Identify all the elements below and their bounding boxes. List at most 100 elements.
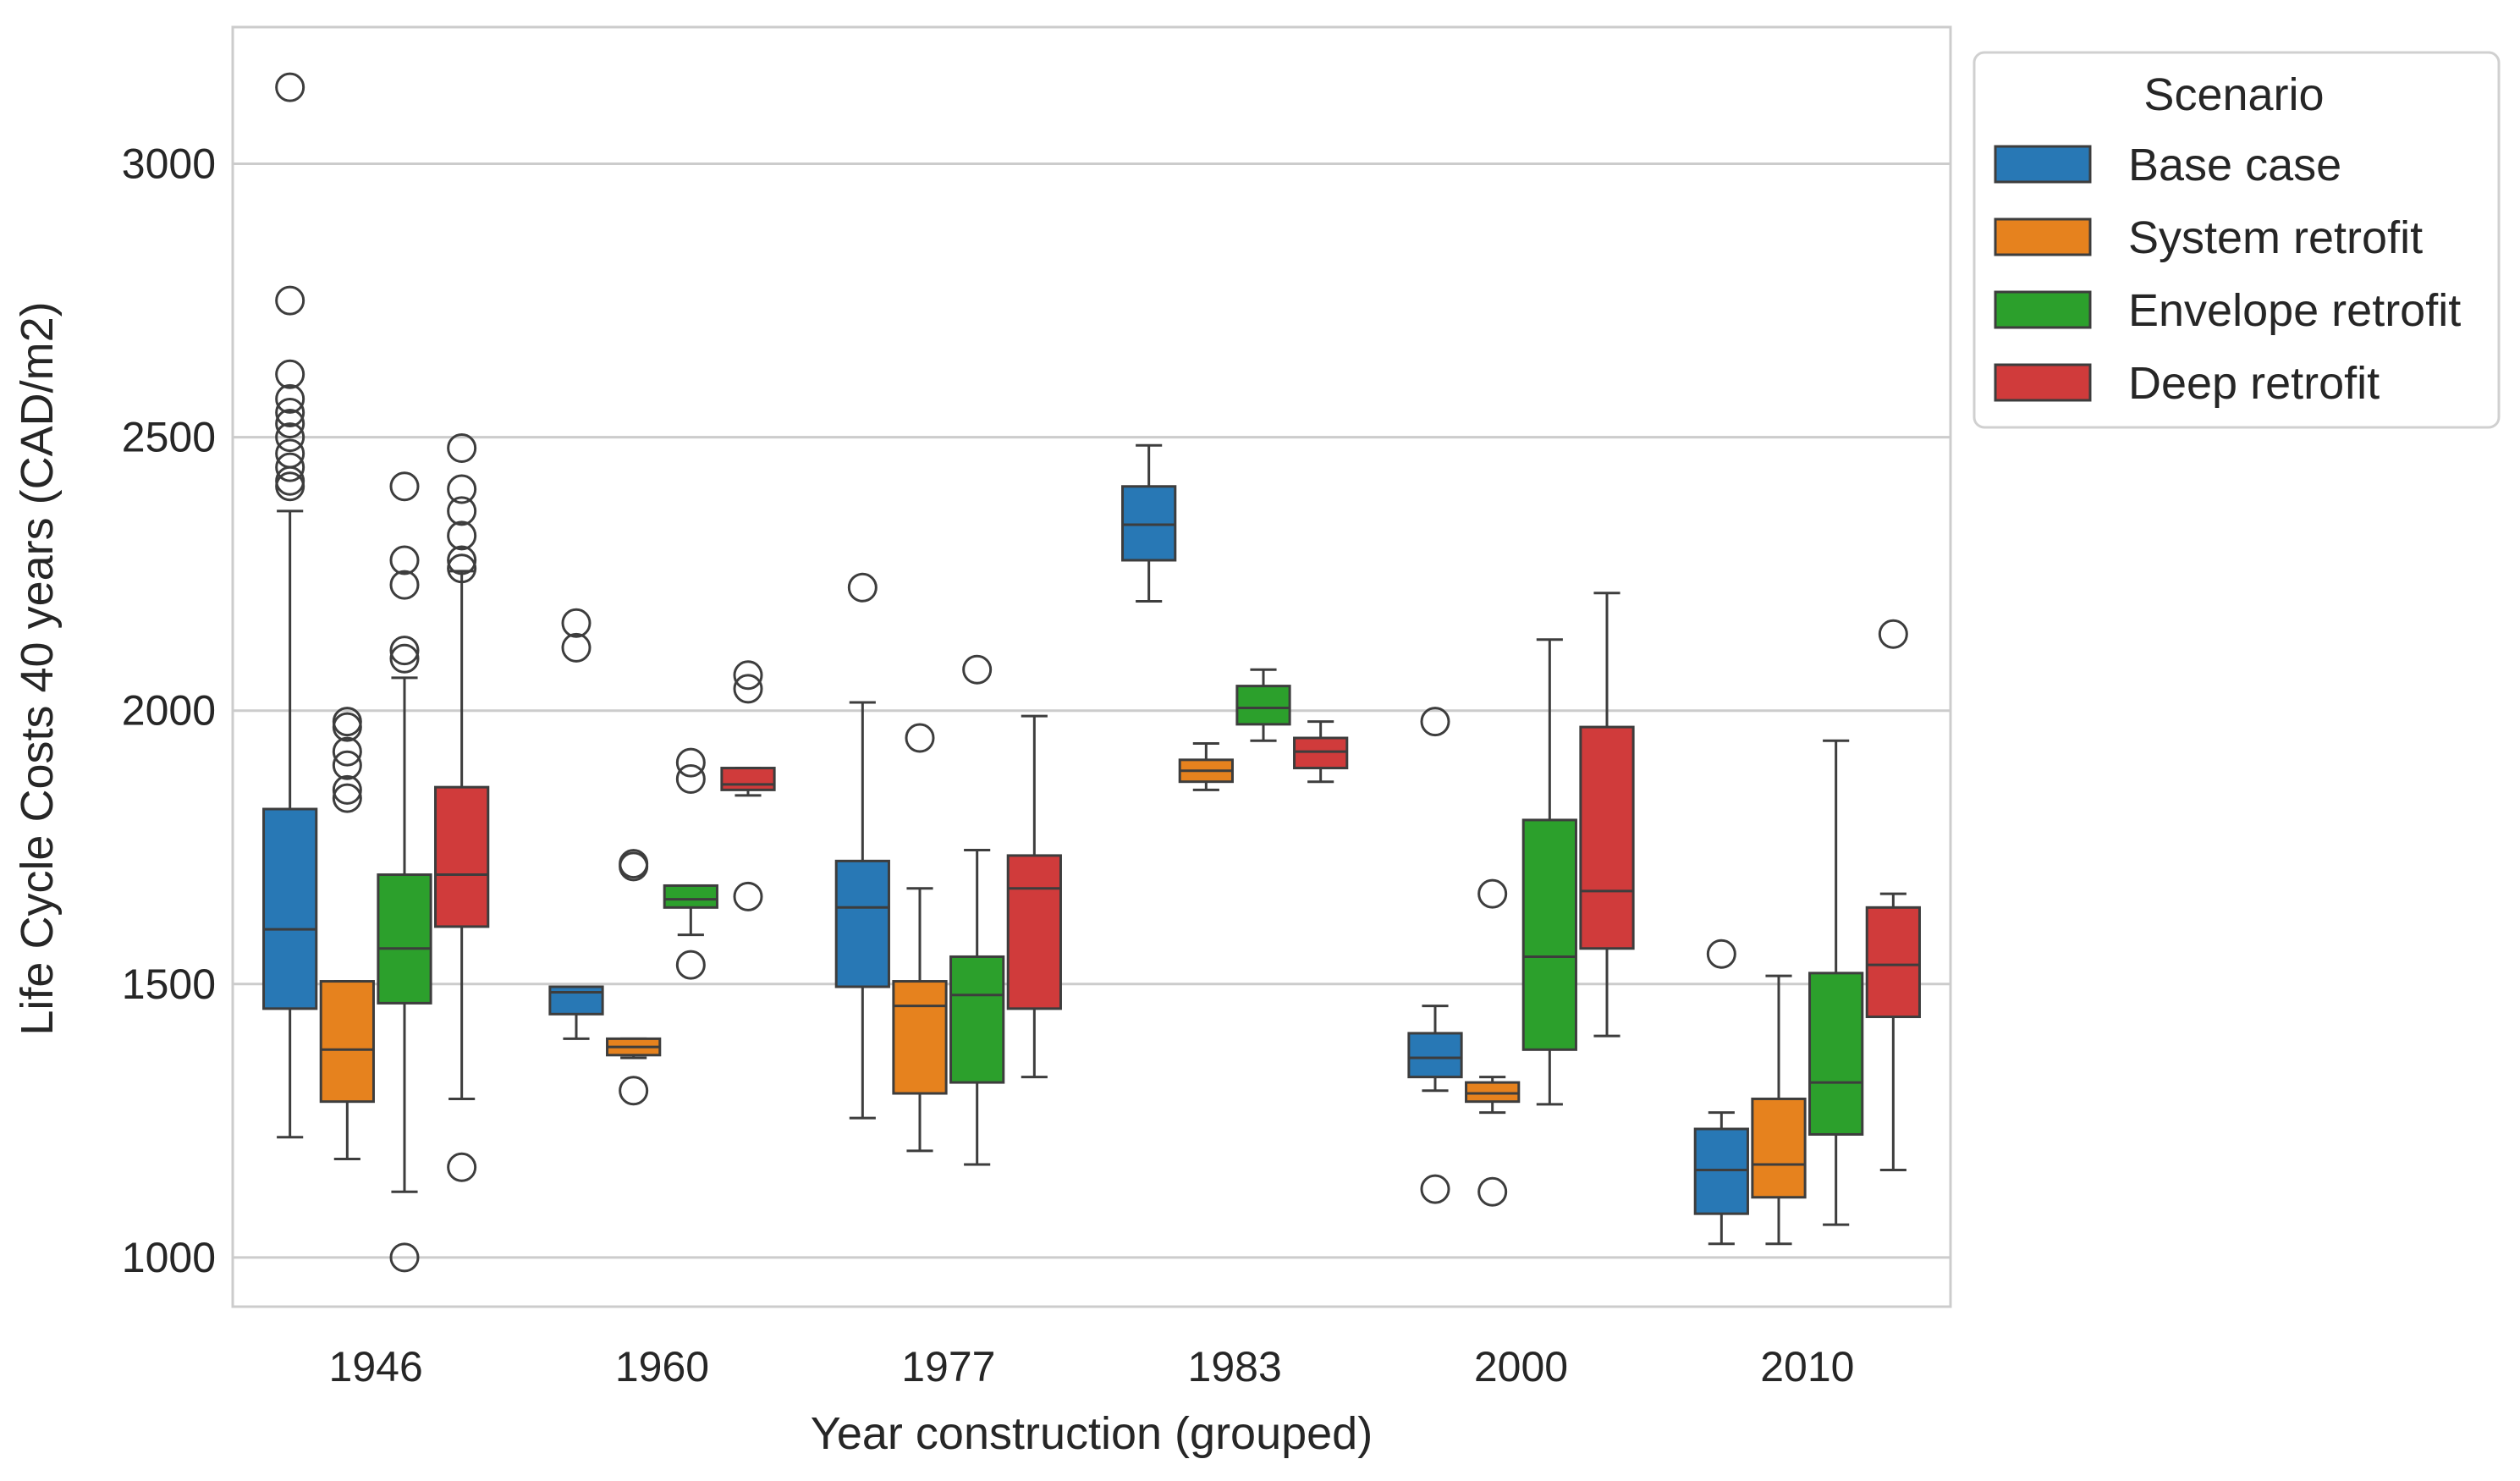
x-tick-labels: 1946 1960 1977 1983 2000 2010 [329, 1343, 1855, 1390]
outlier-point [275, 285, 305, 316]
legend-title: Scenario [2143, 69, 2324, 120]
outlier-point [332, 712, 362, 742]
box-group [262, 72, 318, 1139]
x-tick-label: 1983 [1188, 1343, 1282, 1390]
box-group [1808, 739, 1864, 1226]
legend-item: Envelope retrofit [1994, 285, 2461, 336]
outlier-point [275, 398, 305, 428]
outlier-point [847, 572, 878, 603]
box-iqr [663, 884, 718, 909]
outlier-point [389, 1242, 420, 1273]
box-iqr [434, 785, 490, 928]
outlier-point [275, 72, 305, 102]
box-iqr [262, 807, 318, 1010]
outlier-point [1420, 1174, 1450, 1204]
box-group [1465, 878, 1521, 1207]
outlier-point [447, 1152, 477, 1182]
box-group [1521, 638, 1577, 1106]
outlier-point [447, 553, 477, 584]
legend-item: Base case [1994, 140, 2341, 190]
box-group [834, 572, 890, 1120]
box-group [949, 654, 1005, 1166]
box-group [1693, 939, 1749, 1246]
outlier-point [1420, 707, 1450, 737]
outlier-point [733, 674, 763, 704]
outlier-point [275, 471, 305, 502]
box-iqr [1006, 854, 1062, 1010]
outlier-point [619, 1076, 649, 1106]
box-group [606, 849, 662, 1106]
legend-label: Deep retrofit [2128, 358, 2380, 409]
gridlines [233, 162, 1951, 1259]
outlier-point [962, 654, 993, 685]
outlier-point [275, 422, 305, 453]
box-iqr [1407, 1032, 1463, 1079]
box-iqr [1865, 906, 1921, 1019]
outlier-point [447, 545, 477, 575]
y-tick-label: 3000 [122, 140, 216, 188]
legend-swatch [1994, 363, 2092, 402]
box-iqr [1293, 736, 1349, 770]
outlier-point [675, 950, 706, 980]
box-iqr [1521, 818, 1577, 1051]
outlier-point [389, 570, 420, 600]
box-iqr [377, 873, 432, 1005]
box-group [1751, 974, 1807, 1246]
box-iqr [720, 767, 776, 791]
box-group [377, 471, 432, 1273]
legend: Scenario Base case System retrofit Envelop… [1973, 51, 2501, 429]
outlier-point [332, 707, 362, 737]
outlier-point [389, 636, 420, 666]
outlier-point [332, 774, 362, 805]
outlier-point [332, 750, 362, 780]
outlier-point [619, 849, 649, 879]
outlier-point [447, 474, 477, 504]
box-groups [262, 72, 1921, 1273]
legend-frame [1973, 51, 2501, 429]
legend-items: Base case System retrofit Envelope retrofi… [1994, 140, 2461, 409]
plot-area-frame [231, 25, 1952, 1308]
outlier-point [332, 783, 362, 813]
legend-label: Base case [2128, 140, 2341, 190]
box-group [434, 433, 490, 1182]
x-tick-label: 1977 [901, 1343, 995, 1390]
box-iqr [949, 955, 1005, 1084]
outlier-point [389, 545, 420, 575]
legend-item: System retrofit [1994, 212, 2423, 263]
outlier-point [275, 408, 305, 438]
y-tick-label: 1500 [122, 961, 216, 1008]
outlier-point [733, 660, 763, 691]
box-iqr [548, 985, 604, 1016]
box-group [1293, 720, 1349, 784]
outlier-point [733, 881, 763, 911]
box-iqr [892, 980, 948, 1095]
outlier-point [905, 723, 935, 753]
box-iqr [1808, 972, 1864, 1136]
x-tick-label: 1946 [329, 1343, 423, 1390]
box-group [1865, 619, 1921, 1171]
box-group [663, 747, 718, 980]
x-axis-label: Year construction (grouped) [811, 1408, 1373, 1459]
box-iqr [1235, 685, 1291, 726]
outlier-point [675, 747, 706, 778]
legend-swatch [1994, 290, 2092, 329]
legend-label: System retrofit [2128, 212, 2423, 263]
outlier-point [1477, 878, 1508, 909]
outlier-point [1706, 939, 1736, 969]
outlier-point [561, 608, 591, 638]
box-iqr [1121, 485, 1177, 562]
outlier-point [1878, 619, 1908, 649]
outlier-point [619, 851, 649, 882]
outlier-point [389, 643, 420, 674]
box-group [892, 723, 948, 1153]
box-iqr [319, 980, 375, 1104]
box-group [548, 608, 604, 1040]
box-iqr [1751, 1097, 1807, 1199]
legend-item: Deep retrofit [1994, 358, 2380, 409]
box-group [1006, 714, 1062, 1079]
box-group [720, 660, 776, 911]
box-iqr [1465, 1081, 1521, 1104]
box-group [1178, 741, 1234, 791]
outlier-point [447, 520, 477, 551]
